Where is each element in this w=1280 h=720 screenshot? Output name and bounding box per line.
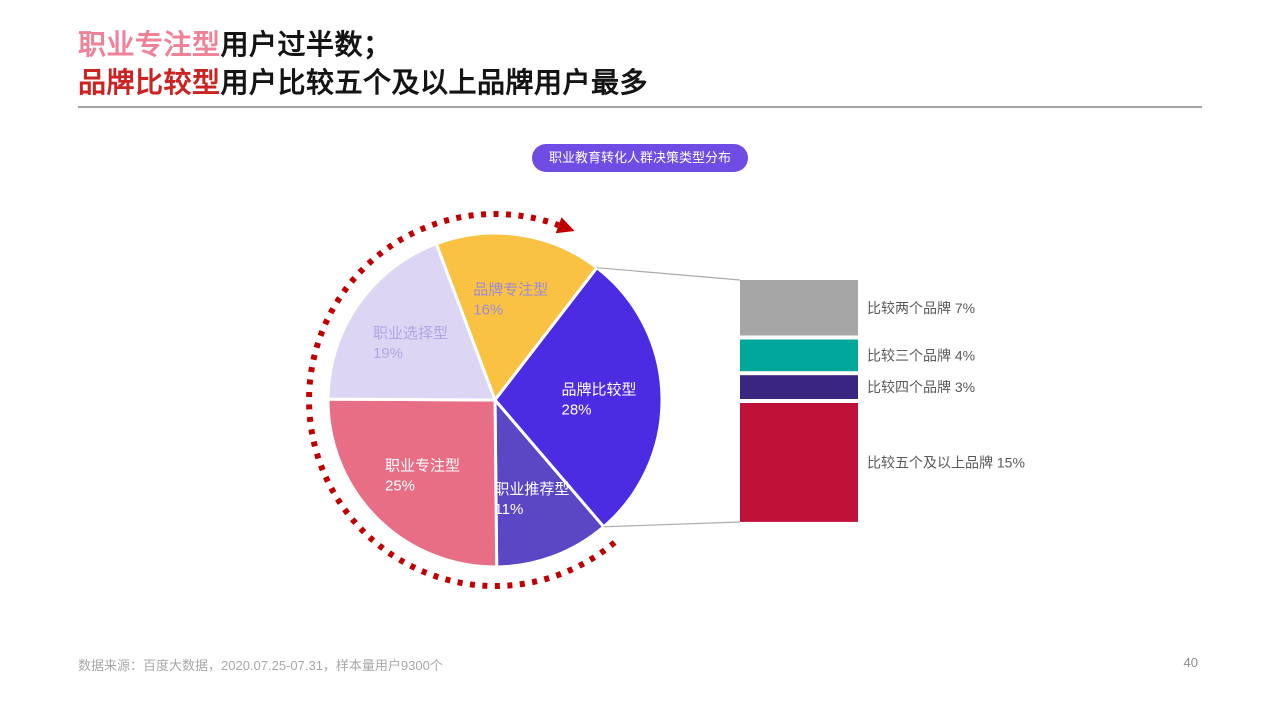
pie-slice-1 <box>434 231 599 402</box>
title-line1-rest: 用户过半数； <box>220 29 392 60</box>
pie-slice-value-4: 25% <box>385 477 415 494</box>
rotation-dotted-circle <box>306 211 617 589</box>
breakdown-bar-2 <box>740 339 858 372</box>
title-line-2: 品牌比较型用户比较五个及以上品牌用户最多 <box>78 64 648 102</box>
pie-slice-label-3: 职业推荐型 <box>494 481 569 498</box>
breakdown-bar-label-1: 比较两个品牌 7% <box>867 300 975 316</box>
breakdown-bar-label-4: 比较五个及以上品牌 15% <box>867 455 1025 471</box>
decision-type-chart: 品牌专注型 16% 品牌比较型 28% 职业推荐型 11% 职业专注型 25% 职业选择型 19%… <box>306 211 1025 589</box>
pie-slice-2 <box>493 266 664 529</box>
breakdown-bar-4 <box>740 403 858 522</box>
pie-slice-value-5: 19% <box>373 345 403 362</box>
title-line2-highlight: 品牌比较型 <box>78 67 221 98</box>
title-line2-rest: 用户比较五个及以上品牌用户最多 <box>220 67 649 98</box>
breakdown-bar-label-2: 比较三个品牌 4% <box>867 347 975 363</box>
breakdown-bar-1 <box>740 280 858 336</box>
pie-slice-label-4: 职业专注型 <box>385 457 460 474</box>
title-line-1: 职业专注型用户过半数； <box>78 26 648 64</box>
data-source-note: 数据来源：百度大数据，2020.07.25-07.31，样本量用户9300个 <box>78 658 443 673</box>
pie-slice-3 <box>493 398 606 569</box>
title-line1-highlight: 职业专注型 <box>78 29 221 60</box>
pie-slice-label-1: 品牌专注型 <box>473 282 548 299</box>
leader-line-bottom <box>603 521 741 528</box>
pie-slice-4 <box>326 397 499 569</box>
breakdown-bar-label-3: 比较四个品牌 3% <box>867 379 975 395</box>
page-title: 职业专注型用户过半数； 品牌比较型用户比较五个及以上品牌用户最多 <box>78 26 648 102</box>
title-divider <box>78 106 1202 108</box>
pie-slice-value-2: 28% <box>562 401 592 418</box>
chart-title-badge: 职业教育转化人群决策类型分布 <box>531 144 749 172</box>
pie-slice-value-3: 11% <box>494 501 523 518</box>
pie-slice-value-1: 16% <box>473 302 503 319</box>
rotation-arrow-icon <box>555 217 575 234</box>
pie-slice-label-2: 品牌比较型 <box>562 380 637 398</box>
pie-slice-label-5: 职业选择型 <box>373 325 448 342</box>
page-number: 40 <box>1183 655 1198 670</box>
breakdown-bar-3 <box>740 375 858 399</box>
leader-line-top <box>596 267 741 281</box>
pie-slice-5 <box>326 242 497 402</box>
